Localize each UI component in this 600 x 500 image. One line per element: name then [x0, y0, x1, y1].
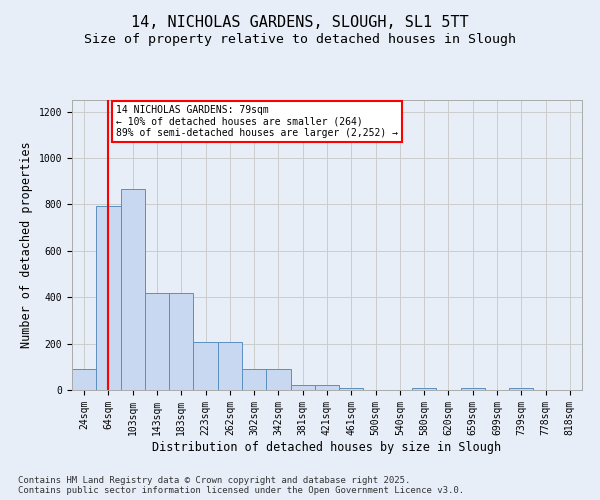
Bar — [315, 386, 339, 390]
Bar — [266, 369, 290, 390]
Bar — [218, 342, 242, 390]
Text: 14 NICHOLAS GARDENS: 79sqm
← 10% of detached houses are smaller (264)
89% of sem: 14 NICHOLAS GARDENS: 79sqm ← 10% of deta… — [116, 104, 398, 138]
Text: Contains HM Land Registry data © Crown copyright and database right 2025.
Contai: Contains HM Land Registry data © Crown c… — [18, 476, 464, 495]
Bar — [145, 292, 169, 390]
Bar — [72, 369, 96, 390]
Bar — [193, 342, 218, 390]
Bar — [290, 386, 315, 390]
Bar — [96, 206, 121, 390]
Bar — [509, 388, 533, 390]
Bar — [412, 388, 436, 390]
X-axis label: Distribution of detached houses by size in Slough: Distribution of detached houses by size … — [152, 440, 502, 454]
Bar — [121, 190, 145, 390]
Text: 14, NICHOLAS GARDENS, SLOUGH, SL1 5TT: 14, NICHOLAS GARDENS, SLOUGH, SL1 5TT — [131, 15, 469, 30]
Bar — [339, 388, 364, 390]
Y-axis label: Number of detached properties: Number of detached properties — [20, 142, 33, 348]
Bar — [242, 369, 266, 390]
Bar — [169, 292, 193, 390]
Text: Size of property relative to detached houses in Slough: Size of property relative to detached ho… — [84, 32, 516, 46]
Bar — [461, 388, 485, 390]
